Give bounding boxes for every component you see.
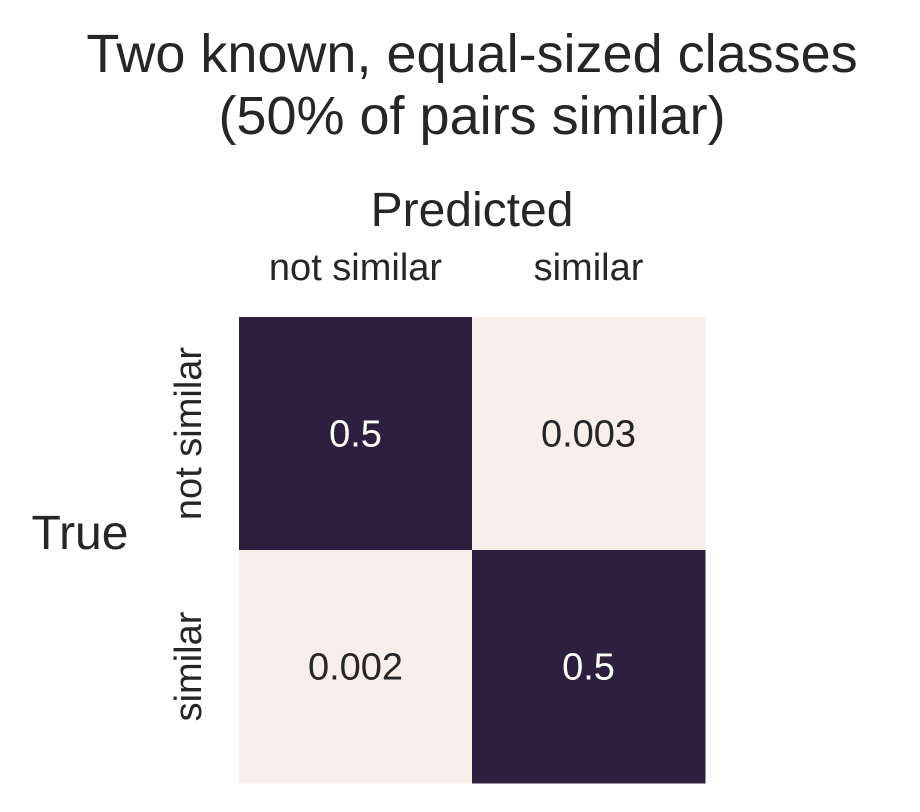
title-line-1: Two known, equal-sized classes	[86, 24, 857, 84]
heatmap-cells: 0.5 0.003 0.002 0.5	[239, 317, 706, 784]
x-axis-title: Predicted	[371, 184, 574, 237]
y-tick-label-0: not similar	[168, 347, 210, 520]
y-axis-title: True	[32, 507, 129, 560]
cell-value-label-r0-c0: 0.5	[329, 414, 382, 456]
title-line-2: (50% of pairs similar)	[218, 86, 725, 146]
x-tick-labels: not similar similar	[269, 247, 644, 289]
cell-value-label-r0-c1: 0.003	[541, 414, 636, 456]
heatmap-cell-r1-c0	[239, 550, 473, 784]
x-tick-label-0: not similar	[269, 247, 442, 289]
cell-value-label-r1-c1: 0.5	[562, 647, 615, 689]
heatmap-cell-r1-c1	[472, 550, 706, 784]
heatmap-cell-r0-c1	[472, 317, 706, 551]
x-tick-label-1: similar	[534, 247, 644, 289]
cell-value-label-r1-c0: 0.002	[308, 647, 403, 689]
y-tick-label-1: similar	[168, 611, 210, 721]
chart-title: Two known, equal-sized classes (50% of p…	[86, 24, 857, 146]
heatmap-cell-r0-c0	[239, 317, 473, 551]
y-tick-labels: not similar similar	[168, 347, 210, 722]
